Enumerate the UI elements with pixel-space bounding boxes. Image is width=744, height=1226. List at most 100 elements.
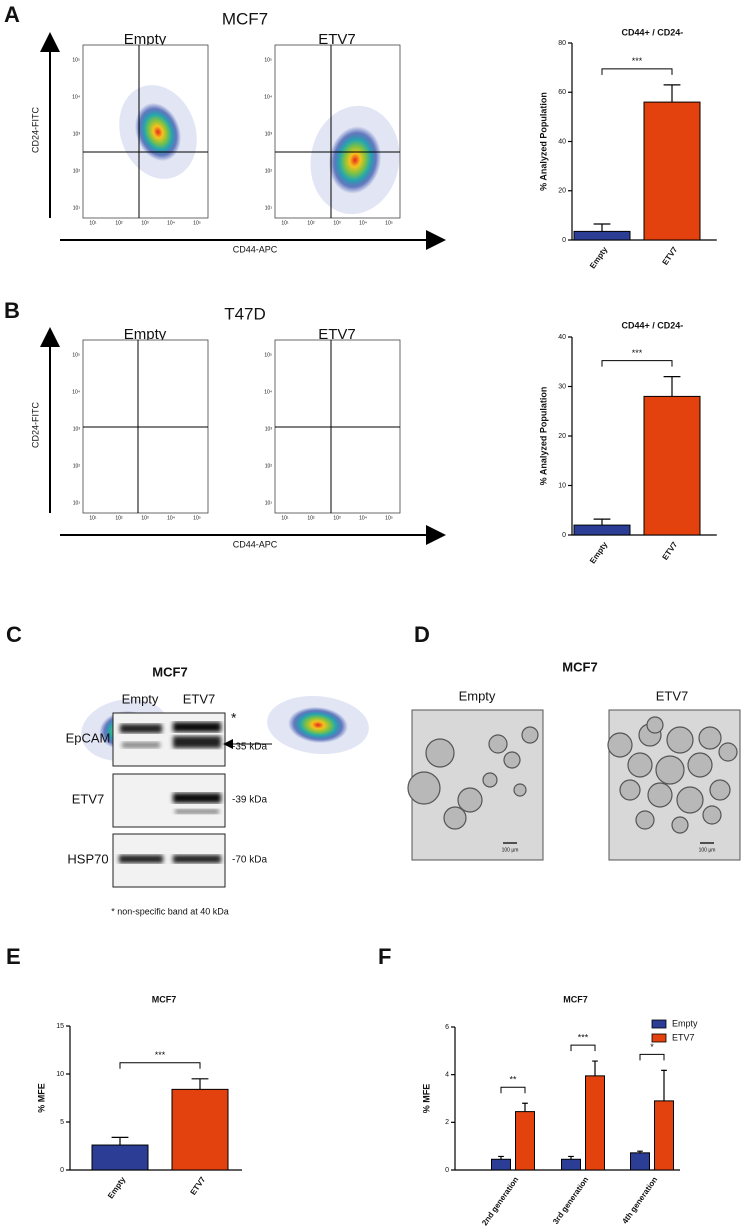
significance-bracket bbox=[639, 1053, 665, 1061]
panel-letter: C bbox=[6, 622, 22, 647]
density bbox=[328, 126, 382, 194]
flow-x-tick: 10³ bbox=[333, 220, 341, 226]
significance-bracket bbox=[119, 1062, 201, 1069]
error-bar bbox=[522, 1102, 528, 1112]
flow-y-tick: 10³ bbox=[73, 131, 81, 137]
flow-x-tick: 10⁵ bbox=[385, 220, 393, 226]
blot-title: MCF7 bbox=[152, 664, 187, 679]
significance-bracket bbox=[601, 360, 673, 367]
band bbox=[173, 855, 221, 863]
significance-bracket bbox=[570, 1044, 596, 1052]
spheroid bbox=[619, 779, 641, 801]
bar bbox=[561, 1158, 581, 1171]
flow-x-tick: 10⁴ bbox=[359, 220, 367, 226]
y-tick-label: 20 bbox=[558, 188, 566, 195]
flow-y-tick: 10¹ bbox=[265, 500, 273, 506]
chart-title: MCF7 bbox=[152, 994, 177, 1004]
flow-x-tick: 10⁴ bbox=[359, 515, 367, 521]
legend-swatch bbox=[651, 1019, 667, 1029]
y-tick-label: 5 bbox=[60, 1119, 64, 1126]
spheroid bbox=[457, 787, 483, 813]
band bbox=[122, 742, 160, 748]
chart-title: CD44+ / CD24- bbox=[622, 320, 684, 330]
flow-x-tick: 10⁴ bbox=[167, 515, 175, 521]
x-tick-label: 3rd generation bbox=[551, 1175, 590, 1226]
flow-x-tick: 10⁵ bbox=[385, 515, 393, 521]
spheroid bbox=[646, 716, 664, 734]
panel-letter: E bbox=[6, 944, 21, 969]
flow-sample: ETV7 bbox=[318, 31, 356, 48]
panel-letter: B bbox=[4, 298, 20, 323]
bar bbox=[643, 101, 701, 241]
flow-x-tick: 10⁵ bbox=[193, 220, 201, 226]
blot-size: -39 kDa bbox=[232, 795, 267, 806]
flow-y-tick: 10³ bbox=[73, 426, 81, 432]
y-tick-label: 6 bbox=[445, 1024, 449, 1031]
density bbox=[134, 102, 182, 162]
spheroid bbox=[647, 782, 673, 808]
legend-label: ETV7 bbox=[672, 1032, 695, 1042]
y-axis-label: % Analyzed Population bbox=[538, 92, 548, 191]
y-axis-label: % Analyzed Population bbox=[538, 387, 548, 486]
flow-y-tick: 10⁵ bbox=[264, 352, 272, 358]
flow-y-tick: 10² bbox=[265, 463, 273, 469]
spheroid bbox=[687, 752, 713, 778]
y-tick-label: 4 bbox=[445, 1072, 449, 1079]
error-bar bbox=[661, 1069, 667, 1101]
flow-sample: Empty bbox=[124, 326, 167, 343]
bar bbox=[515, 1111, 535, 1171]
spheroid bbox=[407, 771, 441, 805]
panel-letter: A bbox=[4, 2, 20, 27]
legend-label: Empty bbox=[672, 1018, 698, 1028]
error-bar bbox=[191, 1078, 209, 1090]
x-tick-label: Empty bbox=[588, 540, 610, 566]
flow-x-tick: 10¹ bbox=[89, 515, 97, 521]
spheroid bbox=[488, 734, 508, 754]
flow-y-tick: 10⁴ bbox=[72, 389, 80, 395]
flow-y-tick: 10⁵ bbox=[72, 352, 80, 358]
significance: *** bbox=[632, 348, 643, 358]
band bbox=[173, 793, 221, 803]
y-tick-label: 15 bbox=[56, 1023, 64, 1030]
spheroid bbox=[521, 726, 539, 744]
spheroid bbox=[698, 726, 722, 750]
flow-title: MCF7 bbox=[222, 9, 268, 28]
x-tick-label: Empty bbox=[588, 245, 610, 271]
flow-xlabel: CD44-APC bbox=[233, 539, 278, 549]
flow-ylabel: CD24-FITC bbox=[30, 107, 40, 154]
flow-y-tick: 10⁴ bbox=[264, 389, 272, 395]
blot-note: * non-specific band at 40 kDa bbox=[111, 906, 229, 916]
y-tick-label: 20 bbox=[558, 433, 566, 440]
error-bar bbox=[593, 518, 611, 526]
bar bbox=[91, 1144, 149, 1171]
error-bar bbox=[568, 1155, 574, 1160]
scale-label: 100 µm bbox=[502, 847, 519, 853]
spheroid bbox=[607, 732, 633, 758]
flow-y-tick: 10² bbox=[73, 463, 81, 469]
significance: ** bbox=[509, 1075, 517, 1085]
chart-title: MCF7 bbox=[563, 994, 588, 1004]
y-tick-label: 30 bbox=[558, 383, 566, 390]
x-tick-label: 4th generation bbox=[620, 1175, 659, 1225]
flow-x-tick: 10³ bbox=[141, 220, 149, 226]
flow-sample: Empty bbox=[124, 31, 167, 48]
error-bar bbox=[593, 223, 611, 232]
flow-x-tick: 10³ bbox=[141, 515, 149, 521]
bar bbox=[630, 1152, 650, 1171]
density bbox=[288, 706, 348, 744]
band bbox=[173, 736, 221, 748]
flow-y-tick: 10⁵ bbox=[72, 57, 80, 63]
flow-y-tick: 10¹ bbox=[265, 205, 273, 211]
flow-x-tick: 10² bbox=[307, 220, 315, 226]
flow-x-tick: 10¹ bbox=[281, 515, 289, 521]
flow-y-tick: 10⁴ bbox=[72, 94, 80, 100]
flow-sample: ETV7 bbox=[318, 326, 356, 343]
flow-y-tick: 10¹ bbox=[73, 500, 81, 506]
flow-x-tick: 10¹ bbox=[89, 220, 97, 226]
asterisk: * bbox=[231, 710, 237, 726]
panel-letter: F bbox=[378, 944, 391, 969]
blot-row-label: HSP70 bbox=[67, 851, 108, 866]
y-tick-label: 0 bbox=[562, 237, 566, 244]
flow-x-tick: 10² bbox=[115, 220, 123, 226]
